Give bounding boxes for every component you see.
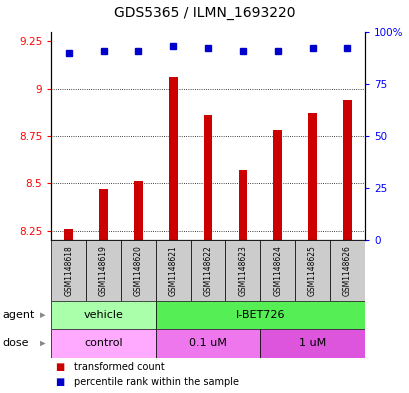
Text: percentile rank within the sample: percentile rank within the sample <box>74 376 238 387</box>
Text: GSM1148624: GSM1148624 <box>273 245 281 296</box>
Bar <box>294 240 329 301</box>
Text: GSM1148625: GSM1148625 <box>308 245 316 296</box>
Bar <box>308 113 316 240</box>
Text: control: control <box>84 338 123 349</box>
Bar <box>169 77 177 240</box>
Bar <box>51 301 155 329</box>
Bar <box>86 240 121 301</box>
Text: GSM1148626: GSM1148626 <box>342 245 351 296</box>
Bar <box>155 240 190 301</box>
Text: GSM1148620: GSM1148620 <box>134 245 142 296</box>
Text: 0.1 uM: 0.1 uM <box>189 338 227 349</box>
Bar <box>64 229 73 240</box>
Bar <box>225 240 260 301</box>
Text: vehicle: vehicle <box>83 310 123 320</box>
Bar <box>329 240 364 301</box>
Text: GSM1148623: GSM1148623 <box>238 245 247 296</box>
Bar <box>203 115 212 240</box>
Bar <box>190 240 225 301</box>
Bar <box>155 301 364 329</box>
Text: ■: ■ <box>55 362 65 372</box>
Text: 1 uM: 1 uM <box>298 338 326 349</box>
Text: ■: ■ <box>55 376 65 387</box>
Text: GDS5365 / ILMN_1693220: GDS5365 / ILMN_1693220 <box>114 6 295 20</box>
Bar <box>51 329 155 358</box>
Text: GSM1148618: GSM1148618 <box>64 245 73 296</box>
Bar <box>342 100 351 240</box>
Bar <box>134 182 142 240</box>
Bar <box>260 329 364 358</box>
Bar <box>99 189 108 240</box>
Text: I-BET726: I-BET726 <box>235 310 284 320</box>
Text: GSM1148619: GSM1148619 <box>99 245 108 296</box>
Text: transformed count: transformed count <box>74 362 164 372</box>
Bar <box>273 130 281 240</box>
Bar <box>260 240 294 301</box>
Text: dose: dose <box>2 338 29 349</box>
Text: GSM1148621: GSM1148621 <box>169 245 177 296</box>
Bar <box>121 240 155 301</box>
Text: GSM1148622: GSM1148622 <box>203 245 212 296</box>
Text: agent: agent <box>2 310 34 320</box>
Bar <box>51 240 86 301</box>
Bar <box>238 170 247 240</box>
Bar <box>155 329 260 358</box>
